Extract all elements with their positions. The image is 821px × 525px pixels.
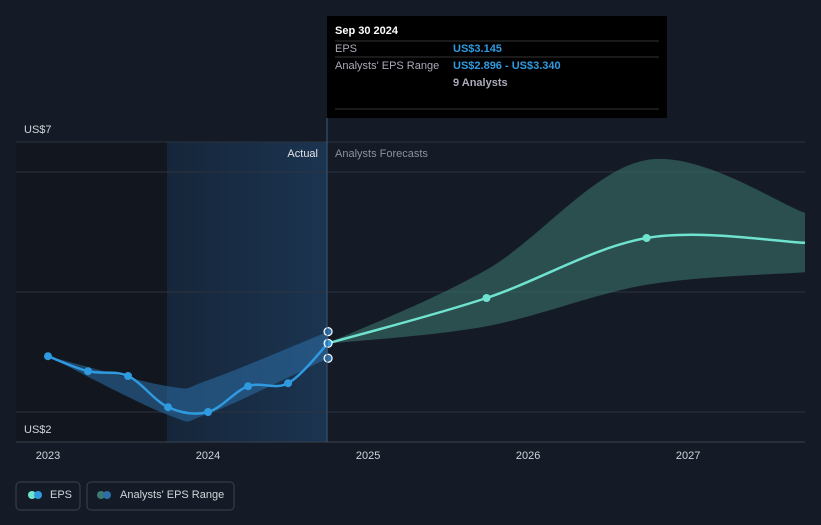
range-point [323, 353, 333, 363]
eps-point [642, 234, 651, 242]
tooltip-value: US$3.145 [453, 43, 502, 55]
eps-point [323, 338, 333, 348]
tooltip-box [327, 16, 667, 118]
eps-point [204, 408, 213, 416]
legend-swatch [97, 491, 105, 499]
eps-point [284, 379, 293, 388]
range-area [48, 331, 329, 422]
forecast-label: Analysts Forecasts [335, 148, 428, 160]
range-point [323, 327, 333, 337]
x-tick-label: 2023 [36, 450, 60, 462]
legend-item[interactable] [15, 481, 81, 511]
eps-point [482, 294, 491, 302]
tooltip-key: EPS [335, 43, 357, 55]
x-tick-label: 2025 [356, 450, 380, 462]
legend: EPS Analysts' EPS Range [15, 481, 235, 511]
tooltip-value: US$2.896 - US$3.340 [453, 60, 561, 72]
tooltip-key: Analysts' EPS Range [335, 60, 439, 72]
eps-point [124, 372, 133, 380]
range-area [328, 158, 805, 344]
actual-label: Actual [287, 148, 318, 160]
legend-swatch [103, 491, 111, 499]
legend-label: EPS [50, 489, 72, 501]
x-tick-label: 2024 [196, 450, 220, 462]
tooltip: Sep 30 2024 EPS US$3.145 Analysts' EPS R… [327, 16, 667, 118]
eps-point [44, 352, 53, 361]
legend-swatch [34, 491, 42, 499]
y-label: US$2 [24, 424, 52, 436]
x-tick-label: 2027 [676, 450, 700, 462]
legend-item[interactable] [86, 481, 235, 511]
legend-label: Analysts' EPS Range [120, 489, 224, 501]
tooltip-date: Sep 30 2024 [335, 25, 399, 37]
legend-swatch [28, 491, 36, 499]
y-label: US$7 [24, 124, 52, 136]
eps-point [84, 367, 93, 376]
eps-point [244, 382, 253, 391]
eps-point [164, 403, 173, 412]
tooltip-value: 9 Analysts [453, 77, 508, 89]
eps-line [327, 233, 806, 345]
x-tick-label: 2026 [516, 450, 540, 462]
